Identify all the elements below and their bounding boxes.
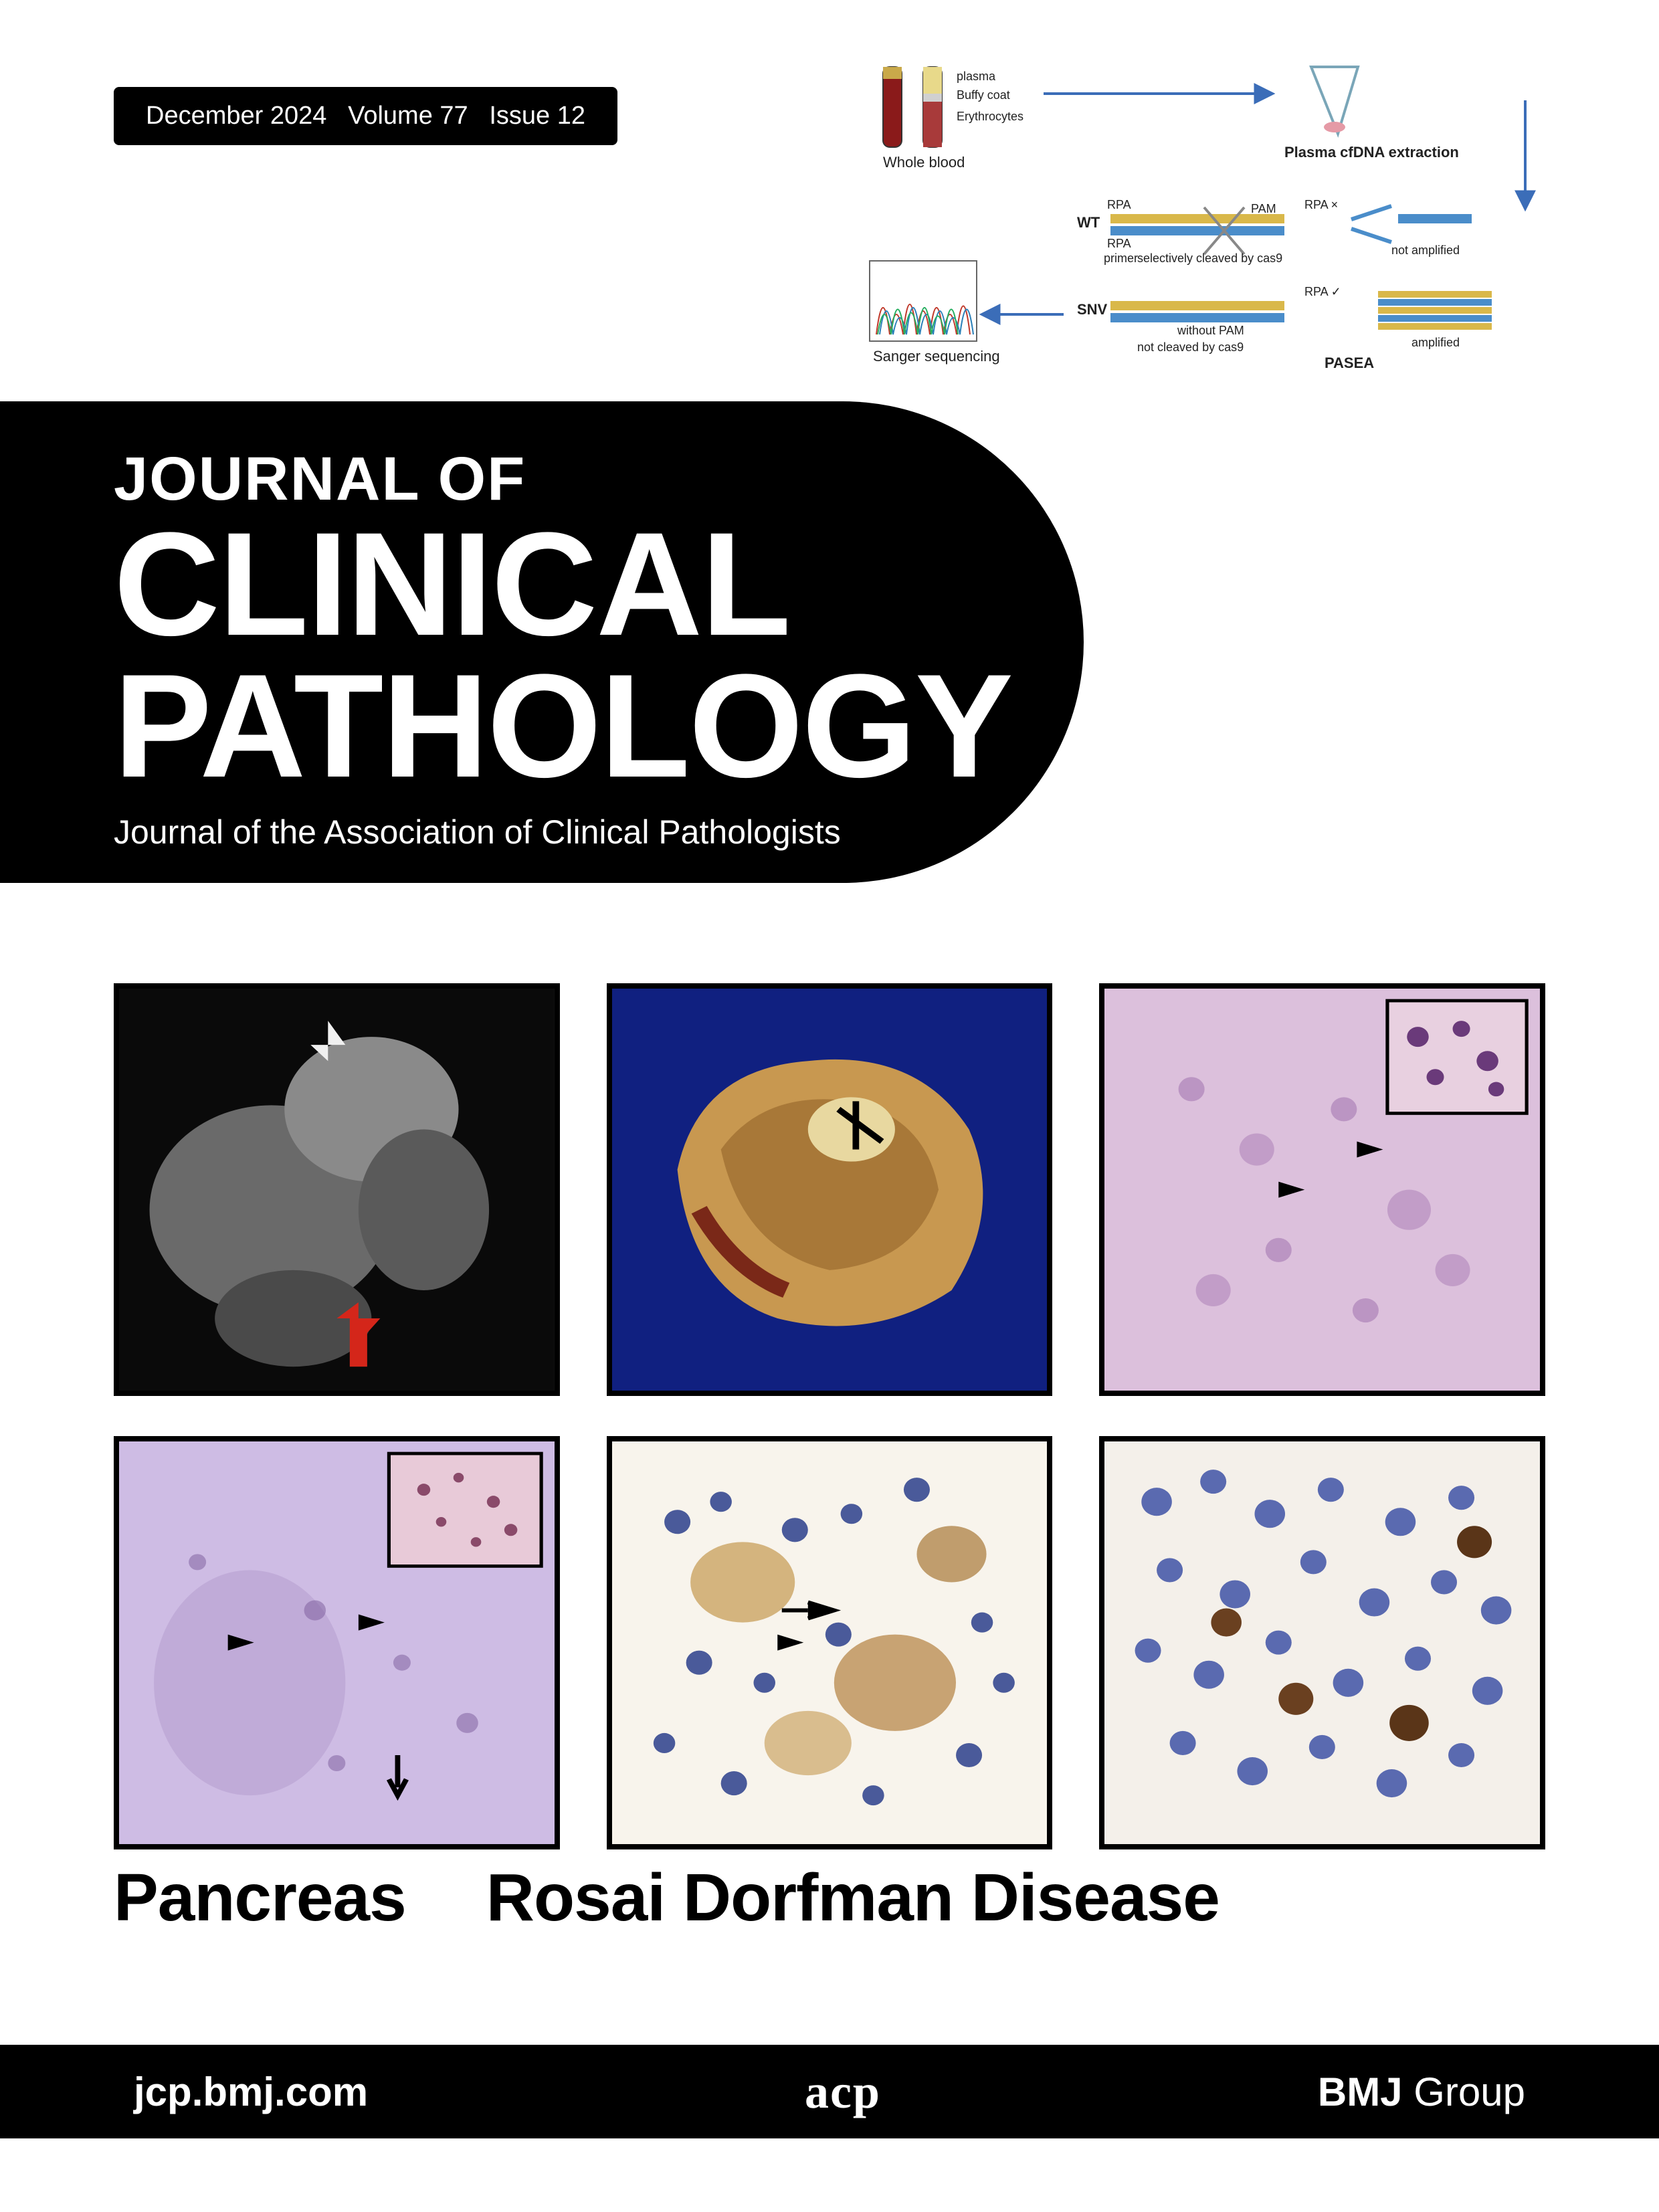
diagram-label-eryth: Erythrocytes [957,110,1023,123]
diagram-label-notamp: not amplified [1391,243,1460,257]
diagram-label-notcleaved: not cleaved by cas9 [1137,340,1244,354]
figure-ihc-2 [1099,1436,1545,1849]
caption-right: Rosai Dorfman Disease [486,1859,1219,1936]
diagram-label-rpa1: RPA [1107,237,1131,250]
caption-left: Pancreas [114,1859,406,1936]
figure-captions: Pancreas Rosai Dorfman Disease [114,1859,1545,1936]
image-grid [114,983,1545,1849]
title-banner: JOURNAL OF CLINICAL PATHOLOGY Journal of… [0,401,1084,883]
issue-volume: Volume 77 [348,102,468,130]
title-line1: CLINICAL [114,516,1084,651]
diagram-label-amplified: amplified [1411,336,1460,349]
diagram-label-extraction: Plasma cfDNA extraction [1284,144,1459,161]
diagram-label-buffy: Buffy coat [957,88,1010,102]
journal-subtitle: Journal of the Association of Clinical P… [114,813,1084,851]
diagram-label-plasma: plasma [957,70,996,83]
footer-publisher-light: Group [1403,2070,1525,2114]
title-line2: PATHOLOGY [114,658,1084,793]
figure-gross-specimen [607,983,1053,1396]
svg-text:RPA ×: RPA × [1304,198,1338,211]
svg-text:RPA ✓: RPA ✓ [1304,285,1341,298]
diagram-label-snv: SNV [1077,301,1108,318]
diagram-label-wt: WT [1077,214,1100,231]
diagram-label-primer: primer [1104,252,1138,265]
footer-publisher-bold: BMJ [1318,2070,1403,2114]
figure-histology-2 [114,1436,560,1849]
figure-ihc-1 [607,1436,1053,1849]
diagram-label-nopam: without PAM [1177,324,1244,337]
diagram-label-cleaved: selectively cleaved by cas9 [1137,252,1282,265]
footer-publisher: BMJ Group [1318,2069,1525,2115]
diagram-label-pasea: PASEA [1325,355,1374,371]
title-prefix: JOURNAL OF [114,448,1084,510]
svg-text:RPA: RPA [1107,198,1131,211]
issue-badge: December 2024 Volume 77 Issue 12 [114,87,617,145]
issue-date: December 2024 [146,102,326,130]
figure-ct-scan [114,983,560,1396]
footer-acp-logo: acp [805,2064,881,2120]
workflow-diagram: plasma Buffy coat Erythrocytes Whole blo… [843,54,1579,401]
diagram-label-sanger: Sanger sequencing [873,348,1000,365]
footer-bar: jcp.bmj.com acp BMJ Group [0,2045,1659,2138]
figure-histology-1 [1099,983,1545,1396]
diagram-label-pam: PAM [1251,202,1276,215]
diagram-label-wholeblood: Whole blood [883,154,965,171]
issue-number: Issue 12 [489,102,585,130]
footer-url: jcp.bmj.com [134,2069,368,2115]
